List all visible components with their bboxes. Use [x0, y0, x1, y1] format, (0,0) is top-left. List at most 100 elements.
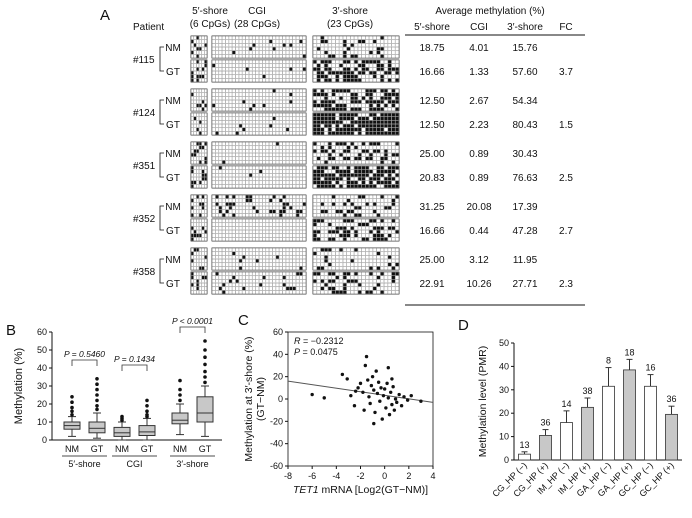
cpg-site	[384, 96, 388, 100]
cpg-site	[232, 177, 236, 181]
cpg-site	[248, 177, 253, 181]
n-label: 16	[645, 363, 655, 373]
cpg-site	[279, 180, 283, 185]
cpg-site	[242, 145, 246, 150]
cpg-site	[269, 226, 273, 230]
cpg-site	[196, 286, 199, 291]
cpg-site	[320, 230, 325, 234]
cpg-site	[285, 153, 290, 157]
cpg-site	[232, 47, 236, 51]
cpg-site	[279, 198, 283, 203]
significance-bracket	[71, 359, 98, 366]
cpg-site	[218, 160, 223, 164]
cpg-site	[228, 43, 233, 47]
clone-grid-cgi	[211, 165, 307, 189]
cpg-site	[328, 286, 332, 291]
cpg-site	[252, 47, 256, 51]
cpg-site	[350, 206, 355, 210]
group-label: CGI	[126, 459, 142, 469]
cpg-site	[242, 279, 246, 283]
cpg-site	[259, 219, 263, 223]
cpg-site	[279, 71, 283, 75]
row-type-label: NM	[165, 43, 181, 54]
cpg-site	[357, 283, 362, 287]
cpg-site	[255, 283, 259, 287]
cpg-site	[289, 47, 293, 51]
cpg-site	[357, 222, 362, 227]
cpg-site	[365, 124, 370, 128]
cpg-site	[275, 283, 280, 287]
cpg-site	[380, 124, 384, 128]
cpg-site	[193, 142, 197, 146]
cpg-site	[248, 166, 253, 170]
cpg-site	[292, 184, 296, 188]
cpg-site	[275, 89, 280, 93]
cpg-site	[218, 286, 223, 291]
cpg-site	[369, 275, 373, 280]
y-tick-label-c: -20	[270, 416, 283, 426]
cpg-site	[285, 142, 290, 146]
cpg-site	[248, 124, 253, 128]
cpg-site	[357, 275, 362, 280]
cpg-site	[335, 290, 340, 294]
cpg-site	[282, 142, 286, 146]
cpg-site	[316, 67, 321, 71]
cpg-site	[275, 251, 280, 256]
cpg-site	[279, 100, 283, 104]
cpg-site	[272, 251, 276, 256]
cpg-site	[346, 63, 351, 68]
cpg-site	[225, 103, 229, 108]
region-sub-cgi: (28 CpGs)	[234, 19, 280, 30]
cpg-site	[259, 50, 263, 55]
cpg-site	[238, 209, 243, 214]
cpg-site	[248, 96, 253, 100]
panel-d-label: D	[458, 317, 469, 334]
cpg-site	[361, 89, 366, 93]
outlier-point	[203, 355, 207, 360]
cpg-site	[369, 107, 373, 111]
cpg-site	[193, 262, 197, 267]
cpg-site	[361, 116, 366, 121]
cpg-site	[255, 71, 259, 75]
cpg-site	[279, 206, 283, 210]
cpg-site	[275, 127, 280, 132]
cpg-site	[275, 124, 280, 128]
cpg-site	[289, 50, 293, 55]
cpg-site	[387, 202, 392, 206]
cpg-site	[262, 92, 266, 97]
cpg-site	[395, 153, 399, 157]
cpg-site	[238, 103, 243, 108]
cpg-site	[238, 149, 243, 153]
cpg-site	[324, 43, 328, 47]
cpg-site	[225, 286, 229, 291]
outlier-point	[95, 404, 99, 408]
cpg-site	[235, 222, 239, 227]
cpg-site	[269, 262, 273, 267]
cpg-site	[259, 116, 263, 121]
value-fc: 2.7	[559, 226, 573, 237]
cpg-site	[320, 60, 325, 64]
cpg-site	[331, 116, 336, 121]
cpg-site	[252, 166, 256, 170]
cpg-site	[265, 156, 270, 161]
cpg-site	[316, 248, 321, 252]
cpg-site	[259, 272, 263, 276]
cpg-site	[218, 113, 223, 117]
cpg-site	[299, 36, 303, 40]
cpg-site	[289, 173, 293, 177]
cpg-site	[262, 67, 266, 71]
cpg-site	[282, 100, 286, 104]
cpg-site	[225, 259, 229, 263]
cpg-site	[384, 180, 388, 185]
cpg-site	[357, 184, 362, 188]
cpg-site	[369, 50, 373, 55]
cpg-site	[391, 173, 396, 177]
cpg-site	[269, 198, 273, 203]
cpg-site	[295, 131, 300, 135]
cpg-site	[380, 237, 384, 241]
cpg-site	[204, 259, 207, 263]
scatter-point	[310, 392, 314, 397]
cpg-site	[222, 120, 226, 124]
cpg-site	[228, 259, 233, 263]
cpg-site	[272, 290, 276, 294]
